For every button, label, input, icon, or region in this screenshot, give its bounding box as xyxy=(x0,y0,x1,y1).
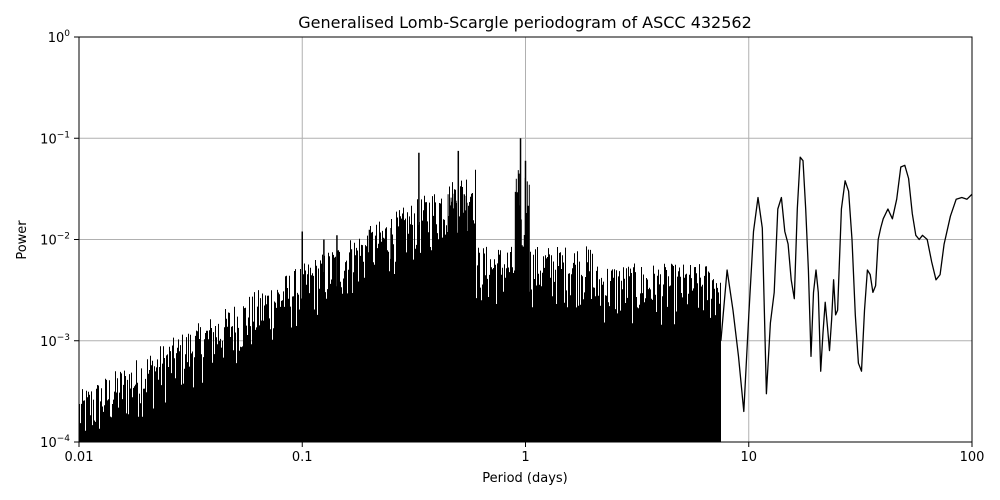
y-tick-label: 10−1 xyxy=(40,130,70,147)
periodogram-line xyxy=(720,156,972,413)
x-axis-label: Period (days) xyxy=(482,471,568,486)
y-tick-label: 100 xyxy=(48,29,71,46)
y-tick-label: 10−3 xyxy=(40,333,70,350)
x-tick-label: 0.01 xyxy=(65,450,94,465)
periodogram-forest xyxy=(79,169,721,442)
y-axis-label: Power xyxy=(15,220,30,260)
axis-ticks: 0.01 0.1 1 10 100 10−4 10−3 10−2 10−1 100 xyxy=(40,29,984,465)
x-tick-label: 100 xyxy=(960,450,985,465)
x-tick-label: 1 xyxy=(521,450,529,465)
plot-area xyxy=(79,138,972,442)
x-tick-label: 0.1 xyxy=(292,450,313,465)
x-tick-label: 10 xyxy=(740,450,757,465)
y-tick-label: 10−2 xyxy=(40,232,70,249)
chart-title: Generalised Lomb-Scargle periodogram of … xyxy=(298,13,752,32)
y-tick-label: 10−4 xyxy=(40,434,70,451)
